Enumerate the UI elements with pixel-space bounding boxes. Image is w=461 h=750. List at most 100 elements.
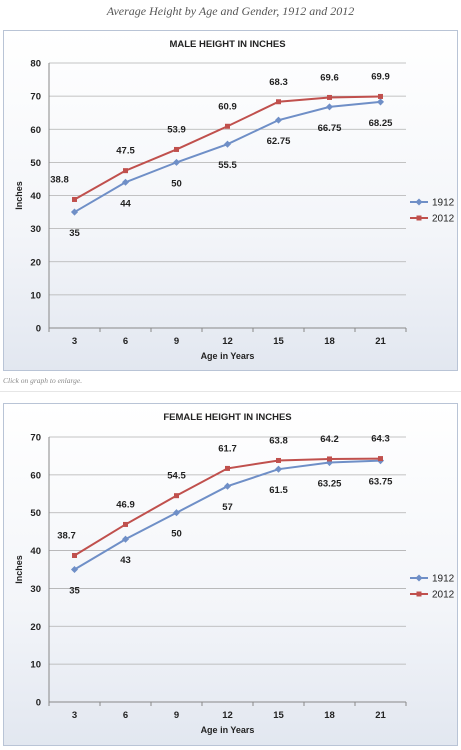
- data-point-2012[interactable]: [174, 493, 179, 499]
- y-tick-label: 40: [30, 191, 41, 202]
- data-label-1912: 50: [171, 178, 182, 189]
- data-point-1912[interactable]: [376, 98, 385, 106]
- data-label-2012: 61.7: [218, 443, 237, 454]
- legend-marker-2012: [416, 591, 422, 597]
- legend-label-2012: 2012: [432, 214, 455, 225]
- x-tick-label: 9: [174, 710, 179, 721]
- data-label-2012: 64.3: [371, 434, 390, 445]
- data-point-2012[interactable]: [123, 521, 128, 527]
- x-tick-label: 21: [375, 336, 386, 347]
- data-point-2012[interactable]: [174, 146, 179, 152]
- y-tick-label: 10: [30, 290, 41, 301]
- y-axis-title: Inches: [14, 555, 24, 584]
- data-point-1912[interactable]: [223, 482, 232, 490]
- data-point-2012[interactable]: [225, 123, 230, 129]
- data-label-2012: 54.5: [167, 471, 186, 482]
- data-label-1912: 66.75: [318, 123, 342, 134]
- data-point-2012[interactable]: [327, 94, 332, 100]
- legend-marker-2012: [416, 215, 422, 221]
- male-height-chart[interactable]: MALE HEIGHT IN INCHES 0 10 20 30 40 50 60 70 80 3 6…: [3, 30, 458, 371]
- data-point-2012[interactable]: [72, 552, 77, 558]
- y-tick-label: 70: [30, 433, 41, 444]
- data-label-2012: 69.6: [320, 72, 339, 83]
- data-point-1912[interactable]: [121, 178, 130, 186]
- legend-label-2012: 2012: [432, 590, 455, 601]
- y-tick-label: 30: [30, 224, 41, 235]
- data-label-1912: 57: [222, 502, 233, 513]
- data-label-2012: 46.9: [116, 499, 135, 510]
- data-point-1912[interactable]: [325, 103, 334, 111]
- data-point-2012[interactable]: [378, 456, 383, 462]
- x-axis-title: Age in Years: [201, 725, 255, 735]
- y-tick-label: 50: [30, 508, 41, 519]
- x-axis-title: Age in Years: [201, 351, 255, 361]
- x-tick-label: 18: [324, 336, 335, 347]
- female-chart-svg: FEMALE HEIGHT IN INCHES 0 10 20 30 40 50 60 70 3 6…: [14, 412, 455, 735]
- data-label-1912: 43: [120, 555, 131, 566]
- y-tick-label: 70: [30, 92, 41, 103]
- data-point-2012[interactable]: [72, 196, 77, 202]
- y-tick-label: 0: [36, 698, 41, 709]
- data-point-2012[interactable]: [225, 465, 230, 471]
- series-line-1912: [73, 459, 381, 571]
- x-tick-label: 15: [273, 710, 284, 721]
- y-tick-label: 80: [30, 59, 41, 70]
- page-title: Average Height by Age and Gender, 1912 a…: [106, 4, 355, 18]
- data-label-1912: 35: [69, 586, 80, 597]
- data-point-2012[interactable]: [123, 168, 128, 174]
- data-point-2012[interactable]: [327, 456, 332, 462]
- data-label-2012: 63.8: [269, 435, 288, 446]
- y-tick-label: 40: [30, 546, 41, 557]
- y-tick-label: 60: [30, 470, 41, 481]
- x-tick-label: 9: [174, 336, 179, 347]
- data-label-2012: 38.7: [57, 530, 76, 541]
- data-point-2012[interactable]: [378, 93, 383, 99]
- data-point-1912[interactable]: [274, 116, 283, 124]
- data-label-1912: 61.5: [269, 485, 288, 496]
- x-tick-label: 18: [324, 710, 335, 721]
- enlarge-caption-link[interactable]: Click on graph to enlarge.: [3, 376, 83, 385]
- data-point-2012[interactable]: [276, 457, 281, 463]
- legend-marker-1912: [415, 574, 423, 582]
- data-label-2012: 47.5: [116, 146, 135, 157]
- x-tick-label: 3: [72, 336, 77, 347]
- data-point-1912[interactable]: [172, 158, 181, 166]
- chart-title: MALE HEIGHT IN INCHES: [169, 39, 285, 50]
- data-label-2012: 38.8: [50, 174, 69, 185]
- data-label-1912: 44: [120, 198, 131, 209]
- x-tick-label: 21: [375, 710, 386, 721]
- x-tick-label: 6: [123, 336, 128, 347]
- data-label-2012: 68.3: [269, 77, 288, 88]
- legend-marker-1912: [415, 198, 423, 206]
- y-tick-label: 30: [30, 584, 41, 595]
- female-height-chart[interactable]: FEMALE HEIGHT IN INCHES 0 10 20 30 40 50 60 70 3 6…: [3, 403, 458, 746]
- y-tick-label: 20: [30, 257, 41, 268]
- x-tick-label: 12: [222, 336, 233, 347]
- y-tick-label: 10: [30, 660, 41, 671]
- male-chart-svg: MALE HEIGHT IN INCHES 0 10 20 30 40 50 60 70 80 3 6…: [14, 39, 455, 361]
- y-tick-label: 50: [30, 158, 41, 169]
- data-point-1912[interactable]: [172, 509, 181, 517]
- data-label-2012: 53.9: [167, 124, 186, 135]
- x-tick-label: 15: [273, 336, 284, 347]
- y-tick-label: 0: [36, 324, 41, 335]
- data-point-2012[interactable]: [276, 99, 281, 105]
- legend-label-1912: 1912: [432, 198, 455, 209]
- chart-title: FEMALE HEIGHT IN INCHES: [163, 412, 291, 423]
- data-point-1912[interactable]: [274, 465, 283, 473]
- data-point-1912[interactable]: [70, 208, 79, 216]
- data-label-1912: 62.75: [267, 136, 291, 147]
- data-label-2012: 60.9: [218, 101, 237, 112]
- data-label-1912: 63.25: [318, 479, 342, 490]
- y-axis-title: Inches: [14, 181, 24, 210]
- data-label-2012: 69.9: [371, 71, 390, 82]
- data-point-1912[interactable]: [70, 565, 79, 574]
- data-point-1912[interactable]: [223, 140, 232, 148]
- data-label-1912: 50: [171, 529, 182, 540]
- x-tick-label: 3: [72, 710, 77, 721]
- data-label-1912: 35: [69, 228, 80, 239]
- data-label-1912: 68.25: [369, 118, 393, 129]
- data-label-1912: 55.5: [218, 160, 237, 171]
- data-label-2012: 64.2: [320, 434, 339, 445]
- x-tick-label: 6: [123, 710, 128, 721]
